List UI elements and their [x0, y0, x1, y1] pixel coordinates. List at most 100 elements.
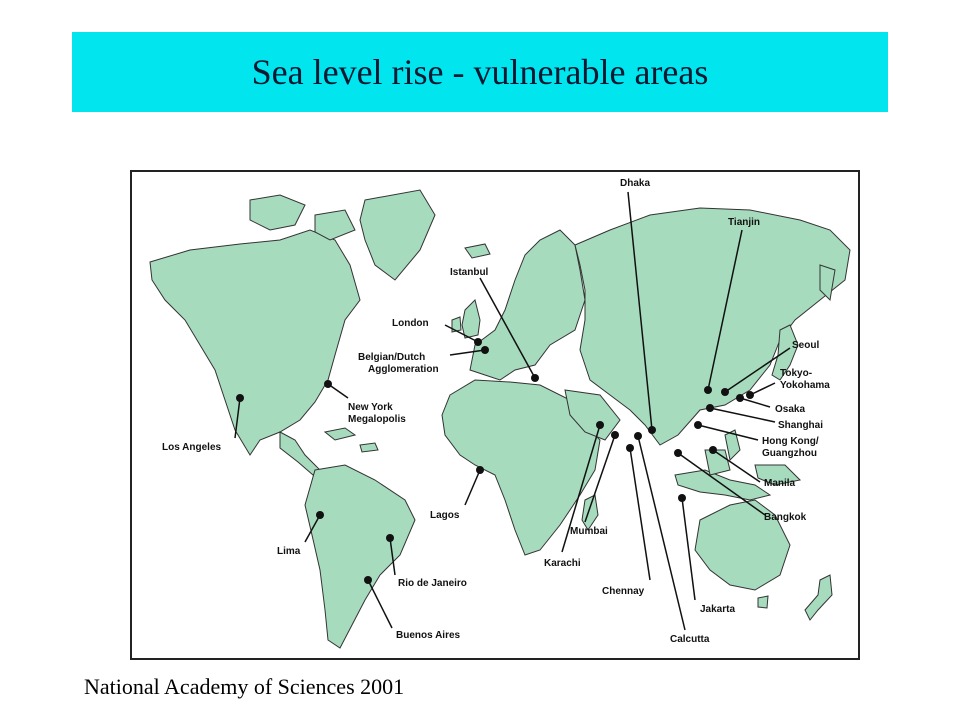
calcutta-leader [637, 435, 686, 631]
tianjin-leader [707, 229, 743, 391]
label-hongkong: Hong Kong/ [762, 436, 819, 447]
arabian-peninsula [564, 389, 621, 441]
label-tokyo: Tokyo- [780, 368, 812, 379]
city-labels: Dhaka Tianjin Istanbul London Belgian/Du… [162, 178, 830, 645]
label-tianjin: Tianjin [728, 217, 760, 228]
tokyo-marker [746, 391, 754, 399]
new-zealand [804, 574, 833, 621]
kamchatka [819, 264, 836, 302]
label-lima: Lima [277, 546, 301, 557]
karachi-leader [561, 424, 601, 553]
osaka-leader [739, 397, 771, 408]
newyork-marker [324, 380, 332, 388]
mumbai-leader [584, 434, 616, 523]
label-rio: Rio de Janeiro [398, 578, 467, 589]
new-guinea [754, 464, 802, 486]
manila-marker [709, 446, 717, 454]
label-osaka: Osaka [775, 404, 805, 415]
philippines [724, 429, 741, 462]
page-title: Sea level rise - vulnerable areas [251, 52, 709, 92]
karachi-marker [596, 421, 604, 429]
source-citation: National Academy of Sciences 2001 [84, 674, 405, 699]
label-hongkong2: Guangzhou [762, 448, 817, 459]
dhaka-leader [627, 191, 653, 431]
dhaka-marker [648, 426, 656, 434]
label-newyork2: Megalopolis [348, 414, 406, 425]
label-tokyo2: Yokohama [780, 380, 830, 391]
lima-marker [316, 511, 324, 519]
label-shanghai: Shanghai [778, 420, 823, 431]
label-seoul: Seoul [792, 340, 819, 351]
hongkong-marker [694, 421, 702, 429]
chennay-leader [629, 447, 651, 581]
buenosaires-marker [364, 576, 372, 584]
north-america [149, 229, 361, 456]
shanghai-leader [709, 407, 776, 423]
landmasses [149, 189, 851, 649]
belgian-marker [481, 346, 489, 354]
rio-leader [389, 537, 396, 576]
jakarta-leader [681, 497, 696, 601]
world-map-svg: Dhaka Tianjin Istanbul London Belgian/Du… [130, 170, 860, 660]
world-map: Dhaka Tianjin Istanbul London Belgian/Du… [130, 170, 860, 660]
label-chennay: Chennay [602, 586, 645, 597]
seoul-leader [724, 347, 791, 393]
belgian-leader [449, 349, 486, 356]
label-istanbul: Istanbul [450, 267, 489, 278]
shanghai-marker [706, 404, 714, 412]
label-calcutta: Calcutta [670, 634, 710, 645]
losangeles-leader [234, 397, 241, 439]
city-markers [236, 338, 754, 584]
label-dhaka: Dhaka [620, 178, 650, 189]
mumbai-marker [611, 431, 619, 439]
london-marker [474, 338, 482, 346]
south-america [304, 464, 416, 649]
calcutta-marker [634, 432, 642, 440]
label-buenosaires: Buenos Aires [396, 630, 461, 641]
tasmania [757, 595, 769, 609]
label-jakarta: Jakarta [700, 604, 735, 615]
europe [469, 229, 586, 381]
label-lagos: Lagos [430, 510, 460, 521]
title-banner: Sea level rise - vulnerable areas [72, 32, 888, 112]
label-london: London [392, 318, 429, 329]
label-newyork: New York [348, 402, 393, 413]
rio-marker [386, 534, 394, 542]
label-karachi: Karachi [544, 558, 581, 569]
buenosaires-leader [367, 579, 393, 629]
manila-leader [712, 449, 761, 483]
iceland [464, 243, 491, 259]
seoul-marker [721, 388, 729, 396]
africa [441, 379, 601, 556]
chennay-marker [626, 444, 634, 452]
asia [574, 207, 851, 446]
japan [771, 324, 799, 381]
lagos-leader [464, 469, 481, 506]
osaka-marker [736, 394, 744, 402]
lima-leader [304, 514, 321, 543]
lagos-marker [476, 466, 484, 474]
label-mumbai: Mumbai [570, 526, 608, 537]
leader-lines [234, 191, 791, 631]
arctic-islands [249, 194, 356, 241]
caribbean [323, 427, 379, 453]
losangeles-marker [236, 394, 244, 402]
label-losangeles: Los Angeles [162, 442, 222, 453]
tianjin-marker [704, 386, 712, 394]
borneo [704, 449, 731, 476]
jakarta-marker [678, 494, 686, 502]
label-bangkok: Bangkok [764, 512, 807, 523]
bangkok-leader [677, 452, 766, 516]
tokyo-leader [749, 382, 776, 396]
istanbul-leader [479, 277, 536, 379]
label-belgian: Belgian/Dutch [358, 352, 425, 363]
greenland [359, 189, 436, 281]
hongkong-leader [697, 424, 759, 441]
label-manila: Manila [764, 478, 796, 489]
bangkok-marker [674, 449, 682, 457]
istanbul-marker [531, 374, 539, 382]
london-leader [444, 324, 479, 343]
newyork-leader [327, 383, 349, 399]
label-belgian2: Agglomeration [368, 364, 439, 375]
great-britain [461, 299, 481, 339]
